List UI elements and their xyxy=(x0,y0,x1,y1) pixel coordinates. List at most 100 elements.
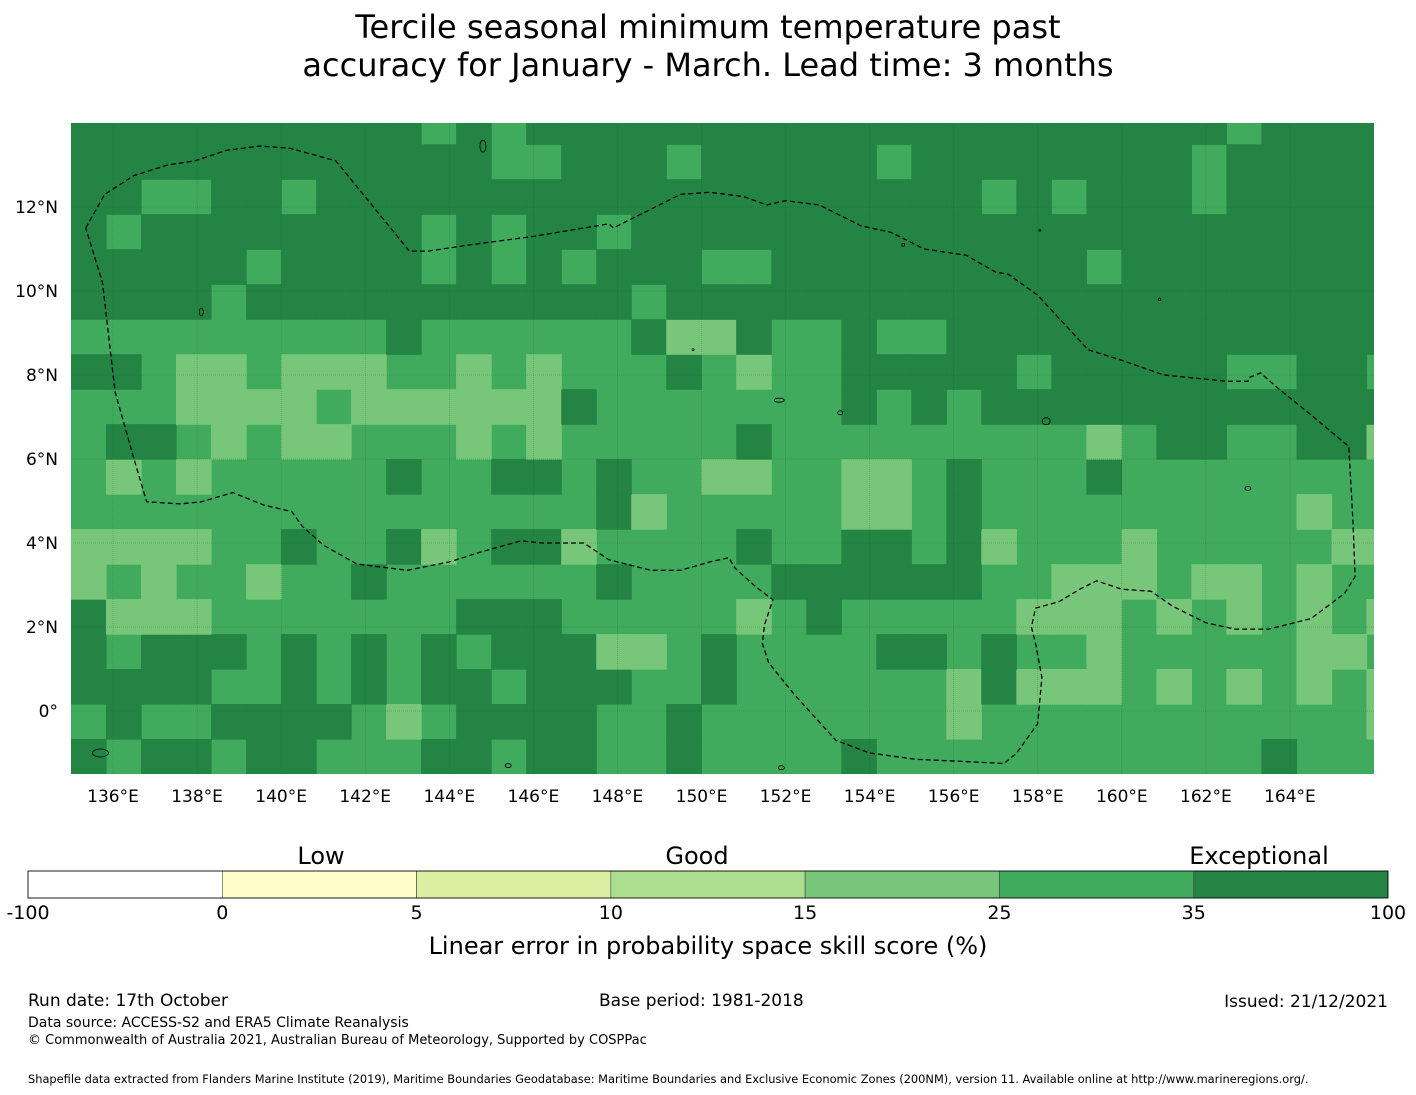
skill-cell xyxy=(176,389,212,425)
skill-cell xyxy=(246,144,282,180)
skill-cell xyxy=(1121,123,1157,145)
skill-cell xyxy=(211,424,247,460)
skill-cell xyxy=(526,599,562,635)
skill-cell xyxy=(526,354,562,390)
skill-cell xyxy=(1191,214,1227,250)
skill-cell xyxy=(1226,669,1262,705)
skill-cell xyxy=(1086,389,1122,425)
skill-cell xyxy=(316,214,352,250)
skill-cell xyxy=(491,634,527,670)
skill-cell xyxy=(1051,144,1087,180)
skill-cell xyxy=(71,739,107,774)
skill-cell xyxy=(736,354,772,390)
data-source: Data source: ACCESS-S2 and ERA5 Climate … xyxy=(28,1015,409,1031)
skill-cell xyxy=(1331,319,1368,355)
skill-cell xyxy=(106,669,142,705)
skill-cell xyxy=(981,389,1017,425)
skill-cell xyxy=(106,354,142,390)
skill-cell xyxy=(211,704,247,740)
skill-cell xyxy=(211,389,247,425)
skill-cell xyxy=(1191,249,1227,285)
skill-cell xyxy=(666,179,702,215)
longitude-tick-label: 138°E xyxy=(171,787,223,807)
skill-cell xyxy=(1226,319,1262,355)
skill-cell xyxy=(701,123,737,145)
island-outline xyxy=(479,139,487,153)
skill-cell xyxy=(316,424,352,460)
map-title-line-1: Tercile seasonal minimum temperature pas… xyxy=(355,8,1061,46)
skill-cell xyxy=(1086,599,1122,635)
skill-cell xyxy=(1156,144,1192,180)
skill-score-map: 136°E 138°E 140°E 142°E 144°E 146°E 148°E 150°E… xyxy=(15,123,1374,807)
skill-cell xyxy=(106,529,142,565)
longitude-tick-label: 146°E xyxy=(508,787,560,807)
skill-cell xyxy=(281,424,317,460)
skill-cell xyxy=(1366,284,1374,320)
skill-cell xyxy=(1296,354,1333,390)
skill-cell xyxy=(1366,704,1374,740)
skill-cell xyxy=(211,634,247,670)
skill-cell xyxy=(456,354,492,390)
skill-cell xyxy=(316,249,352,285)
skill-cell xyxy=(666,319,702,355)
latitude-tick-label: 10°N xyxy=(15,282,58,302)
skill-cell xyxy=(1226,249,1262,285)
skill-cell xyxy=(1051,354,1087,390)
skill-cell xyxy=(561,123,597,145)
skill-cell xyxy=(561,214,597,250)
colorbar-tick-label: 5 xyxy=(410,902,423,924)
skill-cell xyxy=(421,529,457,565)
skill-cell xyxy=(1331,424,1368,460)
skill-cell xyxy=(1051,284,1087,320)
skill-cell xyxy=(736,459,772,495)
skill-cell xyxy=(456,704,492,740)
skill-cell xyxy=(351,249,387,285)
skill-cell xyxy=(736,179,772,215)
skill-cell xyxy=(631,249,667,285)
skill-cell xyxy=(526,529,562,565)
skill-cell xyxy=(946,284,982,320)
skill-cell xyxy=(526,123,562,145)
colorbar-segment xyxy=(999,870,1195,899)
skill-cell xyxy=(1261,214,1297,250)
skill-cell xyxy=(1296,214,1333,250)
skill-cell xyxy=(666,123,702,145)
longitude-tick-label: 158°E xyxy=(1012,787,1064,807)
skill-cell xyxy=(561,389,597,425)
skill-cell xyxy=(71,564,107,600)
skill-cell xyxy=(1296,634,1333,670)
skill-cell xyxy=(771,214,807,250)
colorbar-tick-label: 15 xyxy=(793,902,818,924)
skill-cell xyxy=(526,634,562,670)
skill-cell xyxy=(631,144,667,180)
skill-cell xyxy=(71,179,107,215)
longitude-tick-label: 148°E xyxy=(592,787,644,807)
skill-cell xyxy=(771,144,807,180)
skill-cell xyxy=(1226,179,1262,215)
skill-cell xyxy=(1086,319,1122,355)
skill-cell xyxy=(281,739,317,774)
skill-cell xyxy=(771,284,807,320)
skill-cell xyxy=(596,144,632,180)
skill-cell xyxy=(561,634,597,670)
skill-cell xyxy=(736,284,772,320)
skill-cell xyxy=(1296,249,1333,285)
skill-cell xyxy=(841,354,877,390)
skill-cell xyxy=(246,704,282,740)
skill-cell xyxy=(841,123,877,145)
skill-cell xyxy=(631,319,667,355)
skill-cell xyxy=(491,599,527,635)
skill-cell xyxy=(176,634,212,670)
skill-cell xyxy=(106,249,142,285)
skill-cell xyxy=(736,599,772,635)
skill-cell xyxy=(456,599,492,635)
skill-cell xyxy=(1121,284,1157,320)
skill-cell xyxy=(71,599,107,635)
skill-cell xyxy=(1156,179,1192,215)
skill-cell xyxy=(421,634,457,670)
island-outline xyxy=(777,765,785,771)
skill-cell xyxy=(1261,179,1297,215)
skill-cell xyxy=(981,123,1017,145)
skill-cell xyxy=(596,284,632,320)
skill-cell xyxy=(701,284,737,320)
